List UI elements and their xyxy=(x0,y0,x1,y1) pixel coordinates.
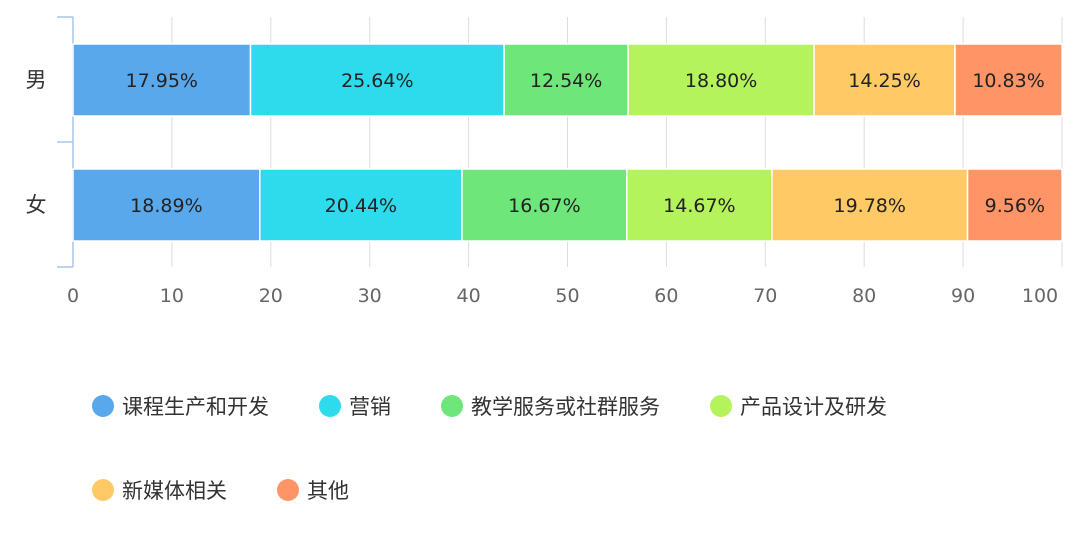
data-label: 25.64% xyxy=(341,70,413,92)
x-tick-label: 80 xyxy=(852,285,876,307)
data-label: 14.25% xyxy=(848,70,920,92)
legend-item[interactable]: 营销 xyxy=(319,388,391,424)
legend-item[interactable]: 课程生产和开发 xyxy=(92,388,269,424)
bar-segment xyxy=(72,168,261,242)
legend-item[interactable]: 教学服务或社群服务 xyxy=(441,388,660,424)
x-tick-label: 90 xyxy=(951,285,975,307)
x-tick-label: 30 xyxy=(358,285,382,307)
legend-label: 新媒体相关 xyxy=(122,479,227,503)
data-label: 10.83% xyxy=(972,70,1044,92)
bar-segment xyxy=(503,43,629,117)
legend-label: 其他 xyxy=(307,479,349,503)
bar-segment xyxy=(626,168,773,242)
legend-marker xyxy=(319,395,341,417)
data-label: 18.80% xyxy=(685,70,757,92)
data-label: 19.78% xyxy=(834,195,906,217)
category-label: 男 xyxy=(26,68,47,92)
chart-legend: 课程生产和开发 营销 教学服务或社群服务 产品设计及研发新媒体相关 其他 xyxy=(92,388,1052,508)
legend-label: 营销 xyxy=(349,395,391,419)
legend-label: 课程生产和开发 xyxy=(122,395,269,419)
x-tick-label: 100 xyxy=(1022,285,1058,307)
legend-label: 教学服务或社群服务 xyxy=(471,395,660,419)
legend-item[interactable]: 产品设计及研发 xyxy=(710,388,887,424)
x-tick-label: 20 xyxy=(259,285,283,307)
data-label: 16.67% xyxy=(508,195,580,217)
x-tick-label: 60 xyxy=(654,285,678,307)
data-label: 20.44% xyxy=(325,195,397,217)
legend-marker xyxy=(277,479,299,501)
legend-marker xyxy=(92,395,114,417)
data-label: 18.89% xyxy=(130,195,202,217)
x-tick-label: 50 xyxy=(555,285,579,307)
bar-segment xyxy=(954,43,1063,117)
legend-item[interactable]: 其他 xyxy=(277,472,349,508)
bar-segment xyxy=(461,168,628,242)
legend-item[interactable]: 新媒体相关 xyxy=(92,472,227,508)
x-tick-label: 10 xyxy=(160,285,184,307)
legend-marker xyxy=(441,395,463,417)
x-tick-label: 0 xyxy=(67,285,79,307)
x-tick-label: 70 xyxy=(753,285,777,307)
bar-segment xyxy=(771,168,969,242)
x-tick-label: 40 xyxy=(457,285,481,307)
bar-segment xyxy=(259,168,463,242)
data-label: 12.54% xyxy=(530,70,602,92)
legend-marker xyxy=(710,395,732,417)
category-label: 女 xyxy=(26,193,47,217)
legend-marker xyxy=(92,479,114,501)
stacked-bar-chart: 17.95% 25.64% 12.54% 18.80% 14.25% 10.83% 男 18.… xyxy=(26,16,1063,307)
bar-segment xyxy=(966,168,1063,242)
legend-label: 产品设计及研发 xyxy=(740,395,887,419)
data-label: 14.67% xyxy=(663,195,735,217)
data-label: 17.95% xyxy=(126,70,198,92)
data-label: 9.56% xyxy=(985,195,1045,217)
